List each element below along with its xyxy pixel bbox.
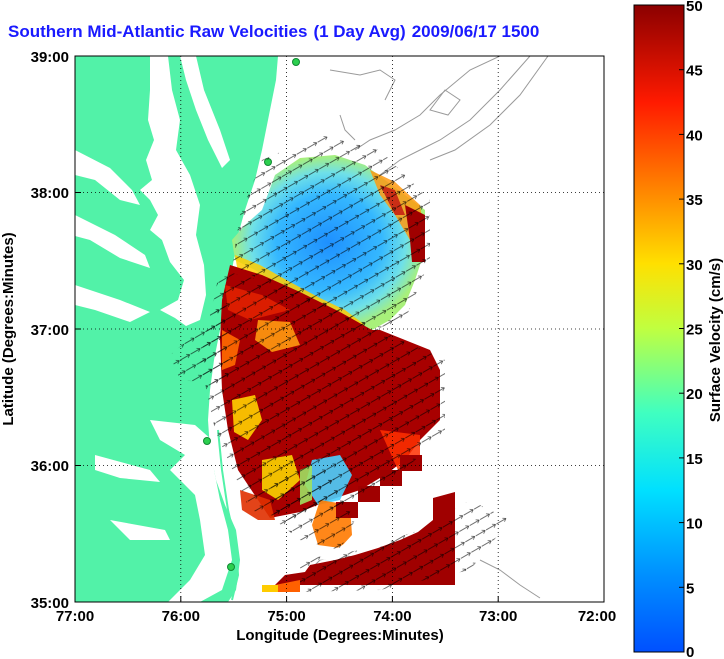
velocity-vectors: [170, 135, 510, 592]
colorbar-tick-label: 25: [686, 322, 703, 339]
lon-tick-label: 74:00: [373, 608, 411, 625]
colorbar-tick-label: 30: [686, 257, 703, 274]
lon-tick-label: 77:00: [56, 608, 94, 625]
colorbar-tick-label: 0: [686, 644, 694, 659]
y-axis-label: Latitude (Degrees:Minutes): [0, 232, 17, 425]
colorbar-ticks: [679, 4, 684, 588]
lat-tick-label: 39:00: [31, 49, 69, 66]
lat-tick-label: 36:00: [31, 458, 69, 475]
lat-tick-label: 35:00: [31, 595, 69, 612]
map-plot-area: [75, 56, 604, 602]
colorbar-tick-label: 45: [686, 63, 703, 80]
map-gridlines: [75, 56, 604, 602]
title-region: Southern Mid-Atlantic Raw Velocities: [8, 22, 308, 41]
colorbar-tick-label: 5: [686, 580, 694, 597]
lon-tick-label: 76:00: [162, 608, 200, 625]
lat-tick-label: 38:00: [31, 185, 69, 202]
colorbar: [633, 4, 685, 653]
colorbar-tick-label: 40: [686, 127, 703, 144]
lon-tick-label: 75:00: [267, 608, 305, 625]
lat-tick-label: 37:00: [31, 322, 69, 339]
colorbar-tick-label: 50: [686, 0, 703, 15]
colorbar-tick-label: 35: [686, 192, 703, 209]
x-axis-label: Longitude (Degrees:Minutes): [236, 627, 444, 644]
radar-site-marker: [227, 563, 235, 571]
chesapeake-bay: [140, 56, 206, 326]
colorbar-label: Surface Velocity (cm/s): [707, 258, 724, 422]
radar-site-marker: [292, 58, 300, 66]
radar-site-marker: [203, 437, 211, 445]
title-datetime: 2009/06/17 1500: [411, 22, 540, 41]
colorbar-tick-label: 20: [686, 386, 703, 403]
map-title: Southern Mid-Atlantic Raw Velocities (1 D…: [8, 22, 545, 42]
title-averaging: (1 Day Avg): [313, 22, 406, 41]
colorbar-tick-label: 10: [686, 516, 703, 533]
lon-tick-label: 72:00: [578, 608, 616, 625]
lon-tick-label: 73:00: [479, 608, 517, 625]
colorbar-tick-label: 15: [686, 451, 703, 468]
